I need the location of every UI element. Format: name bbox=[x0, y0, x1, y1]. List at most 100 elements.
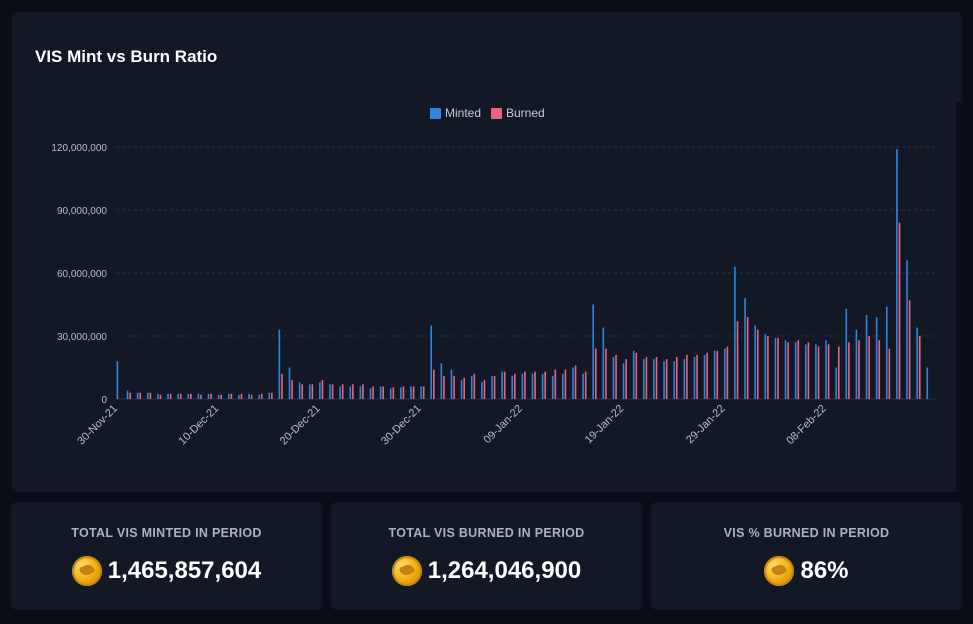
bar-minted[interactable] bbox=[359, 386, 362, 399]
bar-minted[interactable] bbox=[845, 308, 848, 399]
bar-burned[interactable] bbox=[665, 359, 668, 399]
bar-minted[interactable] bbox=[551, 375, 554, 399]
bar-minted[interactable] bbox=[329, 384, 331, 399]
bar-burned[interactable] bbox=[493, 375, 496, 399]
bar-burned[interactable] bbox=[564, 369, 567, 399]
bar-minted[interactable] bbox=[673, 361, 675, 399]
bar-minted[interactable] bbox=[582, 373, 584, 399]
bar-minted[interactable] bbox=[734, 266, 736, 399]
bar-minted[interactable] bbox=[683, 359, 686, 399]
bar-burned[interactable] bbox=[433, 369, 435, 399]
bar-minted[interactable] bbox=[885, 306, 888, 399]
bar-burned[interactable] bbox=[726, 346, 729, 400]
bar-burned[interactable] bbox=[240, 393, 243, 399]
bar-burned[interactable] bbox=[787, 342, 789, 399]
bar-burned[interactable] bbox=[463, 378, 465, 399]
bar-minted[interactable] bbox=[511, 375, 514, 399]
bar-minted[interactable] bbox=[865, 315, 868, 399]
bar-minted[interactable] bbox=[875, 317, 878, 399]
legend[interactable]: Minted Burned bbox=[430, 106, 545, 120]
bar-burned[interactable] bbox=[686, 354, 688, 399]
bar-burned[interactable] bbox=[898, 222, 901, 399]
bar-minted[interactable] bbox=[541, 373, 544, 399]
bar-burned[interactable] bbox=[716, 350, 719, 399]
bar-burned[interactable] bbox=[675, 357, 678, 399]
bar-burned[interactable] bbox=[574, 365, 577, 399]
scrollbar[interactable] bbox=[956, 102, 962, 490]
bar-minted[interactable] bbox=[207, 393, 210, 399]
bar-minted[interactable] bbox=[288, 367, 291, 400]
bar-burned[interactable] bbox=[422, 386, 425, 399]
bar-minted[interactable] bbox=[116, 361, 119, 399]
bar-burned[interactable] bbox=[797, 340, 800, 399]
bar-burned[interactable] bbox=[534, 371, 536, 399]
bar-burned[interactable] bbox=[129, 392, 131, 399]
bar-minted[interactable] bbox=[258, 394, 260, 399]
bar-minted[interactable] bbox=[602, 327, 605, 399]
bar-burned[interactable] bbox=[918, 336, 921, 399]
bar-minted[interactable] bbox=[713, 350, 716, 399]
bar-minted[interactable] bbox=[278, 329, 281, 399]
bar-minted[interactable] bbox=[562, 373, 564, 399]
bar-burned[interactable] bbox=[746, 317, 749, 399]
bar-burned[interactable] bbox=[331, 384, 334, 399]
bar-burned[interactable] bbox=[503, 371, 506, 399]
bar-burned[interactable] bbox=[848, 342, 850, 399]
bar-burned[interactable] bbox=[615, 354, 617, 399]
bar-burned[interactable] bbox=[291, 380, 293, 399]
bar-minted[interactable] bbox=[531, 373, 534, 399]
bar-minted[interactable] bbox=[916, 327, 918, 399]
bar-burned[interactable] bbox=[655, 357, 658, 399]
bar-minted[interactable] bbox=[653, 359, 655, 399]
bar-minted[interactable] bbox=[632, 350, 635, 399]
bar-minted[interactable] bbox=[430, 325, 433, 400]
bar-burned[interactable] bbox=[169, 393, 172, 399]
bar-minted[interactable] bbox=[794, 342, 797, 399]
bar-minted[interactable] bbox=[491, 375, 493, 399]
bar-burned[interactable] bbox=[817, 346, 820, 400]
bar-minted[interactable] bbox=[815, 344, 817, 399]
bar-burned[interactable] bbox=[827, 344, 830, 399]
bar-burned[interactable] bbox=[382, 386, 385, 399]
bar-minted[interactable] bbox=[805, 344, 807, 399]
bar-burned[interactable] bbox=[341, 384, 344, 399]
bar-minted[interactable] bbox=[238, 394, 240, 399]
bar-burned[interactable] bbox=[230, 393, 233, 399]
bar-burned[interactable] bbox=[352, 384, 354, 399]
bar-burned[interactable] bbox=[443, 375, 445, 399]
bar-burned[interactable] bbox=[271, 392, 273, 399]
bar-minted[interactable] bbox=[349, 386, 352, 399]
bar-minted[interactable] bbox=[896, 149, 898, 399]
bar-minted[interactable] bbox=[481, 382, 483, 399]
bar-burned[interactable] bbox=[210, 393, 212, 399]
bar-burned[interactable] bbox=[605, 348, 607, 399]
bar-minted[interactable] bbox=[157, 393, 159, 399]
bar-minted[interactable] bbox=[339, 386, 341, 399]
bar-minted[interactable] bbox=[146, 392, 149, 399]
bar-burned[interactable] bbox=[372, 386, 374, 399]
bar-minted[interactable] bbox=[177, 393, 179, 399]
bar-minted[interactable] bbox=[784, 340, 787, 399]
bar-burned[interactable] bbox=[301, 384, 304, 399]
bar-burned[interactable] bbox=[281, 373, 283, 399]
bar-minted[interactable] bbox=[268, 392, 271, 399]
bar-minted[interactable] bbox=[754, 325, 756, 400]
bar-burned[interactable] bbox=[190, 393, 192, 399]
bar-burned[interactable] bbox=[837, 346, 840, 400]
bar-burned[interactable] bbox=[402, 386, 405, 399]
bar-burned[interactable] bbox=[179, 393, 182, 399]
bar-burned[interactable] bbox=[362, 384, 364, 399]
bar-burned[interactable] bbox=[473, 373, 476, 399]
bar-burned[interactable] bbox=[858, 340, 860, 399]
bar-burned[interactable] bbox=[514, 373, 516, 399]
bar-minted[interactable] bbox=[126, 390, 129, 399]
bar-burned[interactable] bbox=[250, 394, 253, 399]
bar-minted[interactable] bbox=[643, 359, 645, 399]
bar-minted[interactable] bbox=[400, 387, 402, 399]
bar-minted[interactable] bbox=[369, 388, 372, 400]
bar-burned[interactable] bbox=[645, 357, 648, 399]
bar-minted[interactable] bbox=[389, 388, 392, 400]
legend-label-minted[interactable]: Minted bbox=[445, 106, 481, 120]
bar-burned[interactable] bbox=[200, 394, 202, 399]
bar-minted[interactable] bbox=[724, 348, 726, 399]
